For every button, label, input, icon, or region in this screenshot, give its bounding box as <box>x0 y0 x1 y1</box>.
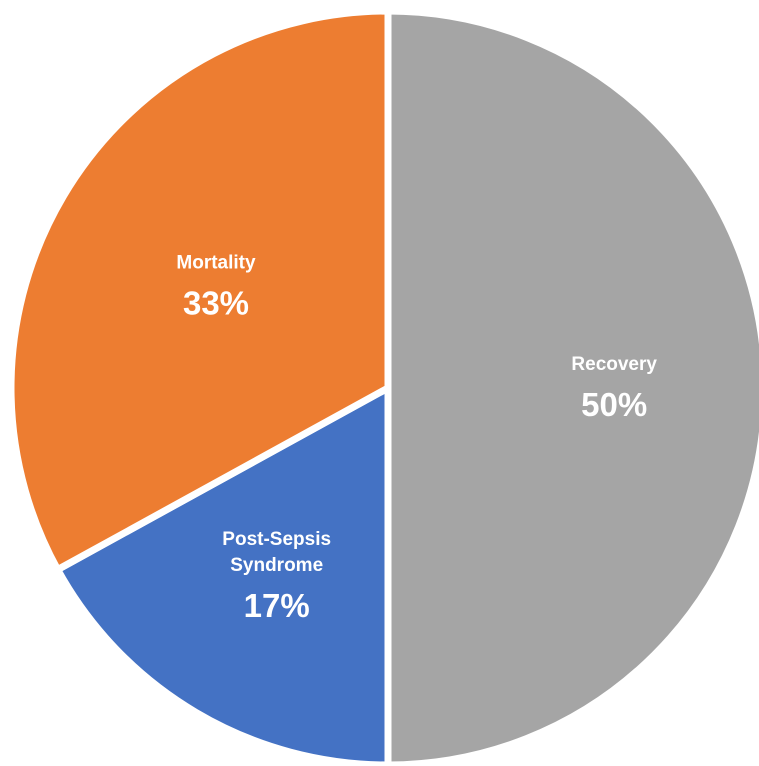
slice-label-recovery: Recovery <box>571 354 657 375</box>
slice-value-recovery: 50% <box>581 386 647 423</box>
pie-slice-recovery <box>384 7 759 766</box>
slice-label-post-sepsis-syndrome-line-2: Syndrome <box>230 555 323 576</box>
slice-value-mortality: 33% <box>183 284 249 321</box>
slice-label-post-sepsis-syndrome-line-1: Post-Sepsis <box>222 529 331 550</box>
pie-labels: Recovery 50% Post-Sepsis Syndrome 17% Mortali… <box>176 252 657 624</box>
pie-slices <box>7 7 759 766</box>
pie-slice-mortality <box>7 7 392 575</box>
slice-label-mortality: Mortality <box>176 252 256 273</box>
pie-slice-post-sepsis-syndrome <box>52 382 392 766</box>
slice-value-post-sepsis-syndrome: 17% <box>244 587 310 624</box>
